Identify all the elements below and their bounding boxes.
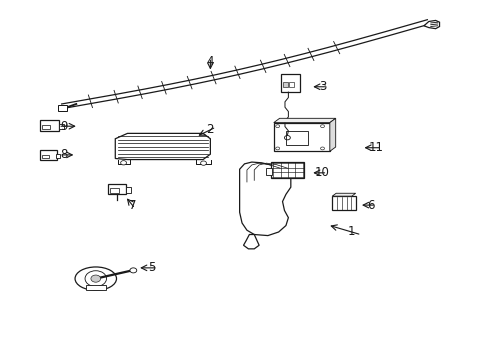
Text: 7: 7 [128,199,136,212]
Polygon shape [273,118,335,123]
Circle shape [85,271,106,287]
Text: 4: 4 [206,55,214,68]
Polygon shape [329,118,335,151]
Polygon shape [239,162,290,235]
Polygon shape [243,234,259,249]
Text: 9: 9 [60,120,68,133]
Text: 5: 5 [148,261,155,274]
Ellipse shape [75,267,116,290]
Bar [126,187,131,193]
Text: 3: 3 [318,80,325,93]
Bar [58,105,67,111]
Bar [283,82,287,87]
Bar [40,150,57,159]
Polygon shape [423,21,439,29]
Bar [110,188,119,193]
Bar [266,168,272,175]
Text: 6: 6 [367,199,374,212]
Bar [273,123,329,151]
Bar [271,162,304,178]
Text: 2: 2 [206,123,214,136]
Bar [108,184,126,194]
Circle shape [200,161,206,165]
Polygon shape [331,193,355,196]
Circle shape [130,268,137,273]
Bar [56,154,60,158]
Bar [41,125,50,130]
Circle shape [121,161,126,165]
Text: 1: 1 [347,225,355,238]
Bar [285,131,307,145]
Polygon shape [115,134,210,159]
Circle shape [91,275,101,282]
Text: 10: 10 [314,166,329,179]
Bar [331,196,355,211]
Bar [40,120,59,131]
Bar [86,285,105,290]
Bar [41,155,49,158]
Bar [289,82,294,87]
Bar [281,74,299,92]
Text: 11: 11 [368,141,383,154]
Bar [59,124,63,129]
Text: 8: 8 [61,148,68,161]
